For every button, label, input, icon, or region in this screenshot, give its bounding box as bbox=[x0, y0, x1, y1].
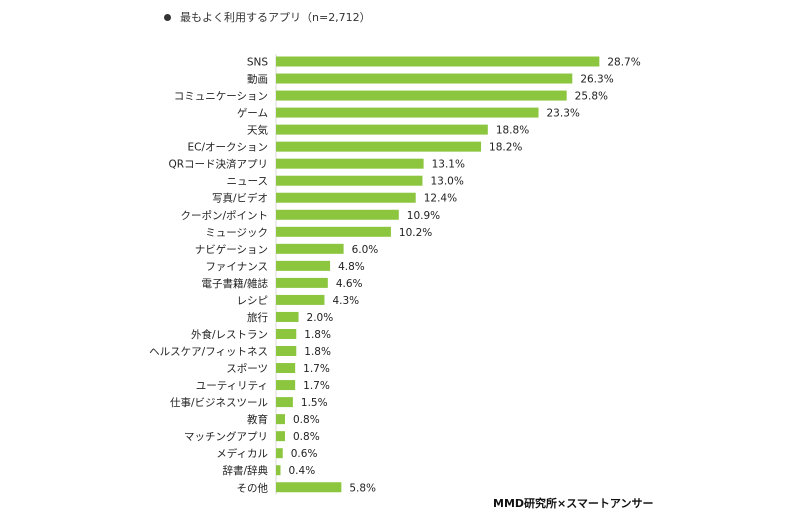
category-label: クーポン/ポイント bbox=[180, 210, 268, 222]
category-label: 写真/ビデオ bbox=[212, 192, 268, 205]
category-label: メディカル bbox=[216, 447, 268, 460]
data-label: 0.4% bbox=[289, 465, 316, 477]
category-label: ヘルスケア/フィットネス bbox=[149, 346, 268, 358]
category-label: 動画 bbox=[247, 73, 268, 86]
bar bbox=[276, 158, 424, 169]
data-label: 5.8% bbox=[349, 482, 376, 494]
data-label: 18.8% bbox=[496, 125, 529, 137]
data-label: 4.3% bbox=[332, 295, 359, 307]
category-label: 天気 bbox=[247, 124, 268, 137]
source-credit: MMD研究所×スマートアンサー bbox=[493, 497, 654, 510]
bar bbox=[276, 431, 286, 442]
category-label: ファイナンス bbox=[205, 261, 268, 273]
bar bbox=[276, 363, 296, 374]
bar bbox=[276, 260, 331, 271]
category-label: ユーティリティ bbox=[196, 380, 268, 392]
data-label: 6.0% bbox=[352, 244, 379, 256]
bar bbox=[276, 243, 344, 254]
bar bbox=[276, 414, 286, 425]
data-label: 1.7% bbox=[303, 380, 330, 392]
category-label: ニュース bbox=[227, 176, 268, 188]
category-label: その他 bbox=[237, 481, 269, 494]
data-label: 23.3% bbox=[547, 108, 580, 120]
category-label: 辞書/辞典 bbox=[222, 464, 268, 477]
category-label: マッチングアプリ bbox=[184, 430, 268, 443]
data-label: 18.2% bbox=[489, 142, 522, 154]
bar bbox=[276, 397, 293, 408]
data-label: 2.0% bbox=[307, 312, 334, 324]
category-label: EC/オークション bbox=[187, 142, 268, 154]
category-label: スポーツ bbox=[226, 363, 268, 375]
category-label: 電子書籍/雑誌 bbox=[201, 277, 268, 290]
chart-header: 最もよく利用するアプリ（n=2,712） bbox=[164, 7, 371, 27]
category-label: SNS bbox=[247, 57, 269, 69]
data-label: 1.8% bbox=[304, 346, 331, 358]
bar bbox=[276, 73, 573, 84]
data-label: 4.8% bbox=[338, 261, 365, 273]
bar bbox=[276, 141, 482, 152]
data-label: 28.7% bbox=[607, 57, 640, 69]
category-label: 仕事/ビジネスツール bbox=[170, 396, 268, 409]
data-label: 10.9% bbox=[407, 210, 440, 222]
bar bbox=[276, 90, 567, 101]
category-label: ゲーム bbox=[237, 108, 268, 120]
data-label: 0.8% bbox=[293, 414, 320, 426]
bar bbox=[276, 482, 342, 493]
data-label: 10.2% bbox=[399, 227, 432, 239]
bar bbox=[276, 175, 423, 186]
bar bbox=[276, 328, 297, 339]
data-label: 26.3% bbox=[580, 74, 613, 86]
data-label: 4.6% bbox=[336, 278, 363, 290]
bar bbox=[276, 56, 600, 67]
bar bbox=[276, 209, 399, 220]
category-label: 外食/レストラン bbox=[191, 328, 268, 341]
category-label: 教育 bbox=[247, 413, 268, 426]
data-label: 1.5% bbox=[301, 397, 328, 409]
category-label: ナビゲーション bbox=[195, 244, 268, 256]
bar bbox=[276, 294, 325, 305]
category-label: 旅行 bbox=[247, 311, 268, 324]
bar bbox=[276, 107, 539, 118]
data-label: 0.6% bbox=[291, 448, 318, 460]
data-label: 25.8% bbox=[575, 91, 608, 103]
bullet-icon bbox=[164, 13, 171, 21]
bar bbox=[276, 226, 391, 237]
category-label: QRコード決済アプリ bbox=[168, 158, 268, 171]
data-label: 0.8% bbox=[293, 431, 320, 443]
chart-title: 最もよく利用するアプリ（n=2,712） bbox=[180, 11, 371, 24]
bar bbox=[276, 346, 297, 357]
category-label: レシピ bbox=[237, 295, 269, 307]
bar bbox=[276, 311, 299, 322]
data-label: 13.0% bbox=[430, 176, 463, 188]
data-label: 13.1% bbox=[432, 159, 465, 171]
bar bbox=[276, 277, 328, 288]
data-label: 12.4% bbox=[424, 193, 457, 205]
category-label: ミュージック bbox=[205, 227, 268, 239]
category-label: コミュニケーション bbox=[174, 91, 268, 103]
bar bbox=[276, 124, 488, 135]
data-label: 1.7% bbox=[303, 363, 330, 375]
bar bbox=[276, 465, 281, 476]
bar bbox=[276, 448, 283, 459]
bar bbox=[276, 192, 416, 203]
data-label: 1.8% bbox=[304, 329, 331, 341]
bar bbox=[276, 380, 296, 391]
